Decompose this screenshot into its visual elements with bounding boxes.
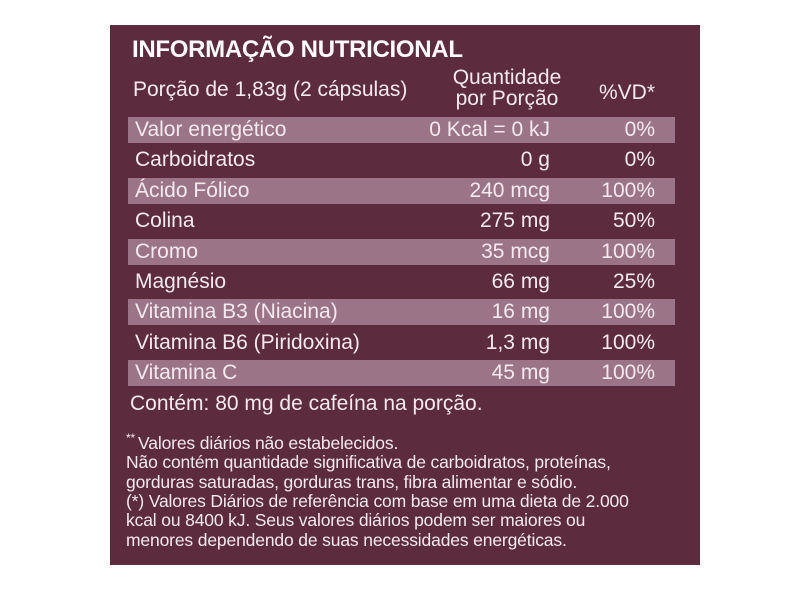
nutrient-name: Valor energético — [135, 118, 287, 141]
table-row: Valor energético 0 Kcal = 0 kJ 0% — [128, 117, 675, 143]
footnote-text: Valores diários não estabelecidos. — [138, 432, 399, 453]
nutrient-quantity: 240 mcg — [469, 178, 550, 202]
nutrient-name: Carboidratos — [135, 148, 256, 172]
column-header-quantity-line1: Quantidade — [452, 66, 562, 89]
table-row: Vitamina B3 (Niacina) 16 mg 100% — [128, 299, 675, 326]
footnote-line: kcal ou 8400 kJ. Seus valores diários po… — [126, 510, 586, 531]
nutrient-quantity: 0 g — [520, 148, 550, 172]
nutrient-daily-value: 50% — [612, 209, 655, 233]
table-row: Vitamina B6 (Piridoxina) 1,3 mg 100% — [128, 330, 675, 356]
nutrient-quantity: 0 Kcal = 0 kJ — [429, 118, 550, 141]
footnote-line: menores dependendo de suas necessidades … — [126, 529, 567, 550]
nutrient-name: Cromo — [135, 239, 199, 263]
footnotes: ** Valores diários não estabelecidos. Não… — [126, 429, 629, 550]
footnote-line: ** Valores diários não estabelecidos. — [126, 429, 629, 453]
table-row: Colina 275 mg 50% — [128, 208, 675, 234]
footnote-marker: ** — [126, 431, 136, 445]
nutrient-quantity: 66 mg — [491, 269, 550, 293]
nutrient-daily-value: 100% — [601, 300, 655, 324]
table-row: Carboidratos 0 g 0% — [128, 147, 675, 173]
nutrient-quantity: 1,3 mg — [485, 330, 550, 354]
nutrient-daily-value: 0% — [624, 148, 655, 172]
serving-size-text: Porção de 1,83g (2 cápsulas) — [133, 78, 408, 101]
nutrient-name: Ácido Fólico — [135, 178, 250, 202]
nutrient-daily-value: 0% — [624, 118, 655, 141]
panel-title: INFORMAÇÃO NUTRICIONAL — [132, 36, 463, 63]
nutrient-daily-value: 100% — [601, 361, 655, 385]
footnote-line: (*) Valores Diários de referência com ba… — [126, 491, 629, 512]
nutrient-daily-value: 100% — [601, 330, 655, 354]
nutrient-quantity: 45 mg — [491, 361, 550, 385]
footnote-line: Não contém quantidade significativa de c… — [126, 452, 611, 473]
nutrient-quantity: 16 mg — [491, 300, 550, 324]
nutrient-name: Vitamina B3 (Niacina) — [135, 300, 338, 324]
nutrient-name: Vitamina C — [135, 361, 238, 385]
column-header-quantity-line2: por Porção — [455, 87, 559, 110]
table-row: Magnésio 66 mg 25% — [128, 269, 675, 295]
nutrient-daily-value: 100% — [601, 239, 655, 263]
nutrient-name: Colina — [135, 209, 195, 233]
nutrient-quantity: 275 mg — [479, 209, 550, 233]
caffeine-note: Contém: 80 mg de cafeína na porção. — [130, 392, 483, 415]
column-header-quantity: Quantidade por Porção — [407, 67, 607, 109]
nutrient-quantity: 35 mcg — [481, 239, 550, 263]
column-header-daily-value: %VD* — [598, 81, 655, 104]
nutrient-name: Magnésio — [135, 269, 227, 293]
table-header: Porção de 1,83g (2 cápsulas) Quantidade … — [110, 65, 700, 113]
nutrient-daily-value: 100% — [601, 178, 655, 202]
table-row: Cromo 35 mcg 100% — [128, 238, 675, 265]
nutrient-name: Vitamina B6 (Piridoxina) — [135, 330, 360, 354]
nutrient-table: Valor energético 0 Kcal = 0 kJ 0% Carboi… — [128, 117, 675, 391]
table-row: Ácido Fólico 240 mcg 100% — [128, 177, 675, 204]
nutrition-facts-panel: INFORMAÇÃO NUTRICIONAL Porção de 1,83g (… — [110, 25, 700, 565]
nutrient-daily-value: 25% — [612, 269, 655, 293]
table-row: Vitamina C 45 mg 100% — [128, 360, 675, 387]
footnote-line: gorduras saturadas, gorduras trans, fibr… — [126, 471, 578, 492]
